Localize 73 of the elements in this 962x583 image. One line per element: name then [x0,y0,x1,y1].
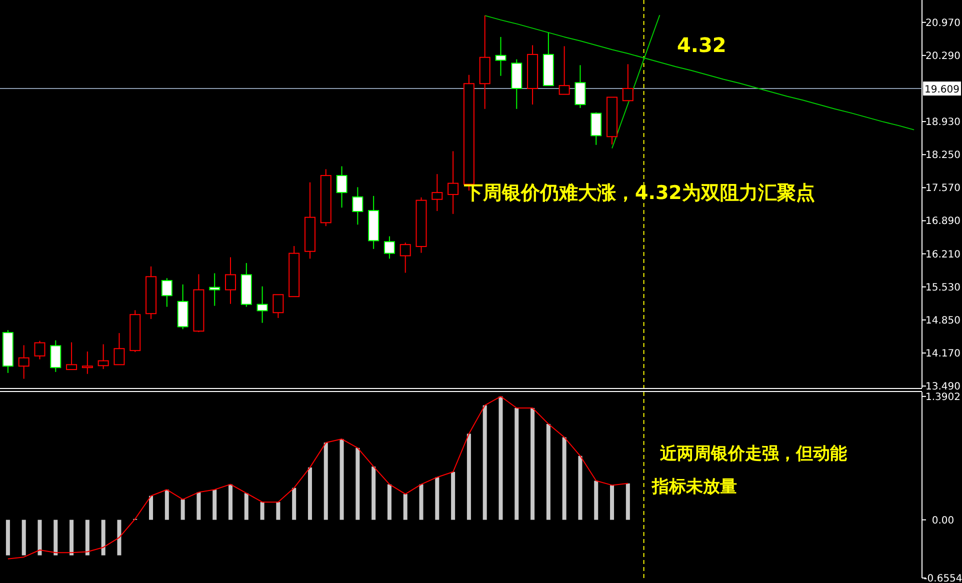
bar [578,456,582,520]
candlestick [527,44,538,106]
line-series [7,396,628,560]
y-tick-label: 16.890 [926,216,960,228]
bar [164,490,169,520]
bar [85,520,90,556]
candlestick [209,272,220,306]
bar [117,520,122,556]
bar [196,492,201,520]
bar [498,396,503,520]
bar [372,466,376,520]
bar [594,480,598,520]
annotation: 近两周银价走强，但动能指标未放量 [651,444,847,497]
bar [562,437,566,520]
bar [180,499,185,520]
bar [292,488,296,520]
y-tick-label: 15.530 [926,282,960,294]
bar [54,520,58,556]
y-tick-label: 14.170 [926,348,960,360]
bar [451,472,456,520]
bar [276,502,280,520]
bar [101,520,106,556]
candlestick [432,174,443,212]
candlestick [225,256,236,304]
bar [530,408,535,520]
candlestick [479,15,490,110]
candlestick [352,186,364,226]
bar [482,405,487,520]
candlestick [495,36,506,76]
bar [244,493,248,520]
bar [308,467,312,520]
bar [466,434,471,520]
bar [403,494,408,520]
bar [228,484,232,520]
candlestick [448,150,459,214]
y-tick-label: -0.6554 [924,574,962,583]
y-tick-label: 18.930 [926,117,960,128]
bar [22,520,26,556]
annotation: 4.32 [677,33,726,57]
y-tick-label: 13.490 [926,382,960,393]
y-tick-label: 20.290 [926,50,960,62]
y-tick-label: 1.3902 [926,392,960,403]
bar [260,502,264,520]
bar [514,408,519,520]
y-tick-label: 0.00 [932,515,954,526]
bar [626,483,630,520]
bar [546,424,550,520]
candlestick [336,166,348,208]
candlestick [256,286,268,324]
candlestick [304,182,316,260]
bar [70,520,74,556]
bar [610,485,614,520]
bar [212,490,217,520]
bar [340,439,344,520]
candlestick [18,344,30,380]
bar [356,448,360,520]
y-tick-label: 17.570 [926,183,960,194]
y-tick-label: 18.250 [926,150,960,162]
bar [419,484,424,520]
bar [435,477,440,520]
candlestick [82,351,93,374]
bar [6,520,10,556]
bar [38,520,42,556]
y-tick-label: 16.210 [926,249,960,260]
y-tick-label: 14.850 [926,315,960,326]
bar [387,484,392,520]
candlestick [368,195,380,250]
y-tick-label: 20.970 [926,18,960,29]
bar [149,496,154,520]
candlestick [146,266,157,320]
bar [324,442,328,520]
ref-line-label: 19.609 [924,84,960,96]
annotation: 下周银价仍难大涨，4.32为双阻力汇聚点 [463,182,815,204]
